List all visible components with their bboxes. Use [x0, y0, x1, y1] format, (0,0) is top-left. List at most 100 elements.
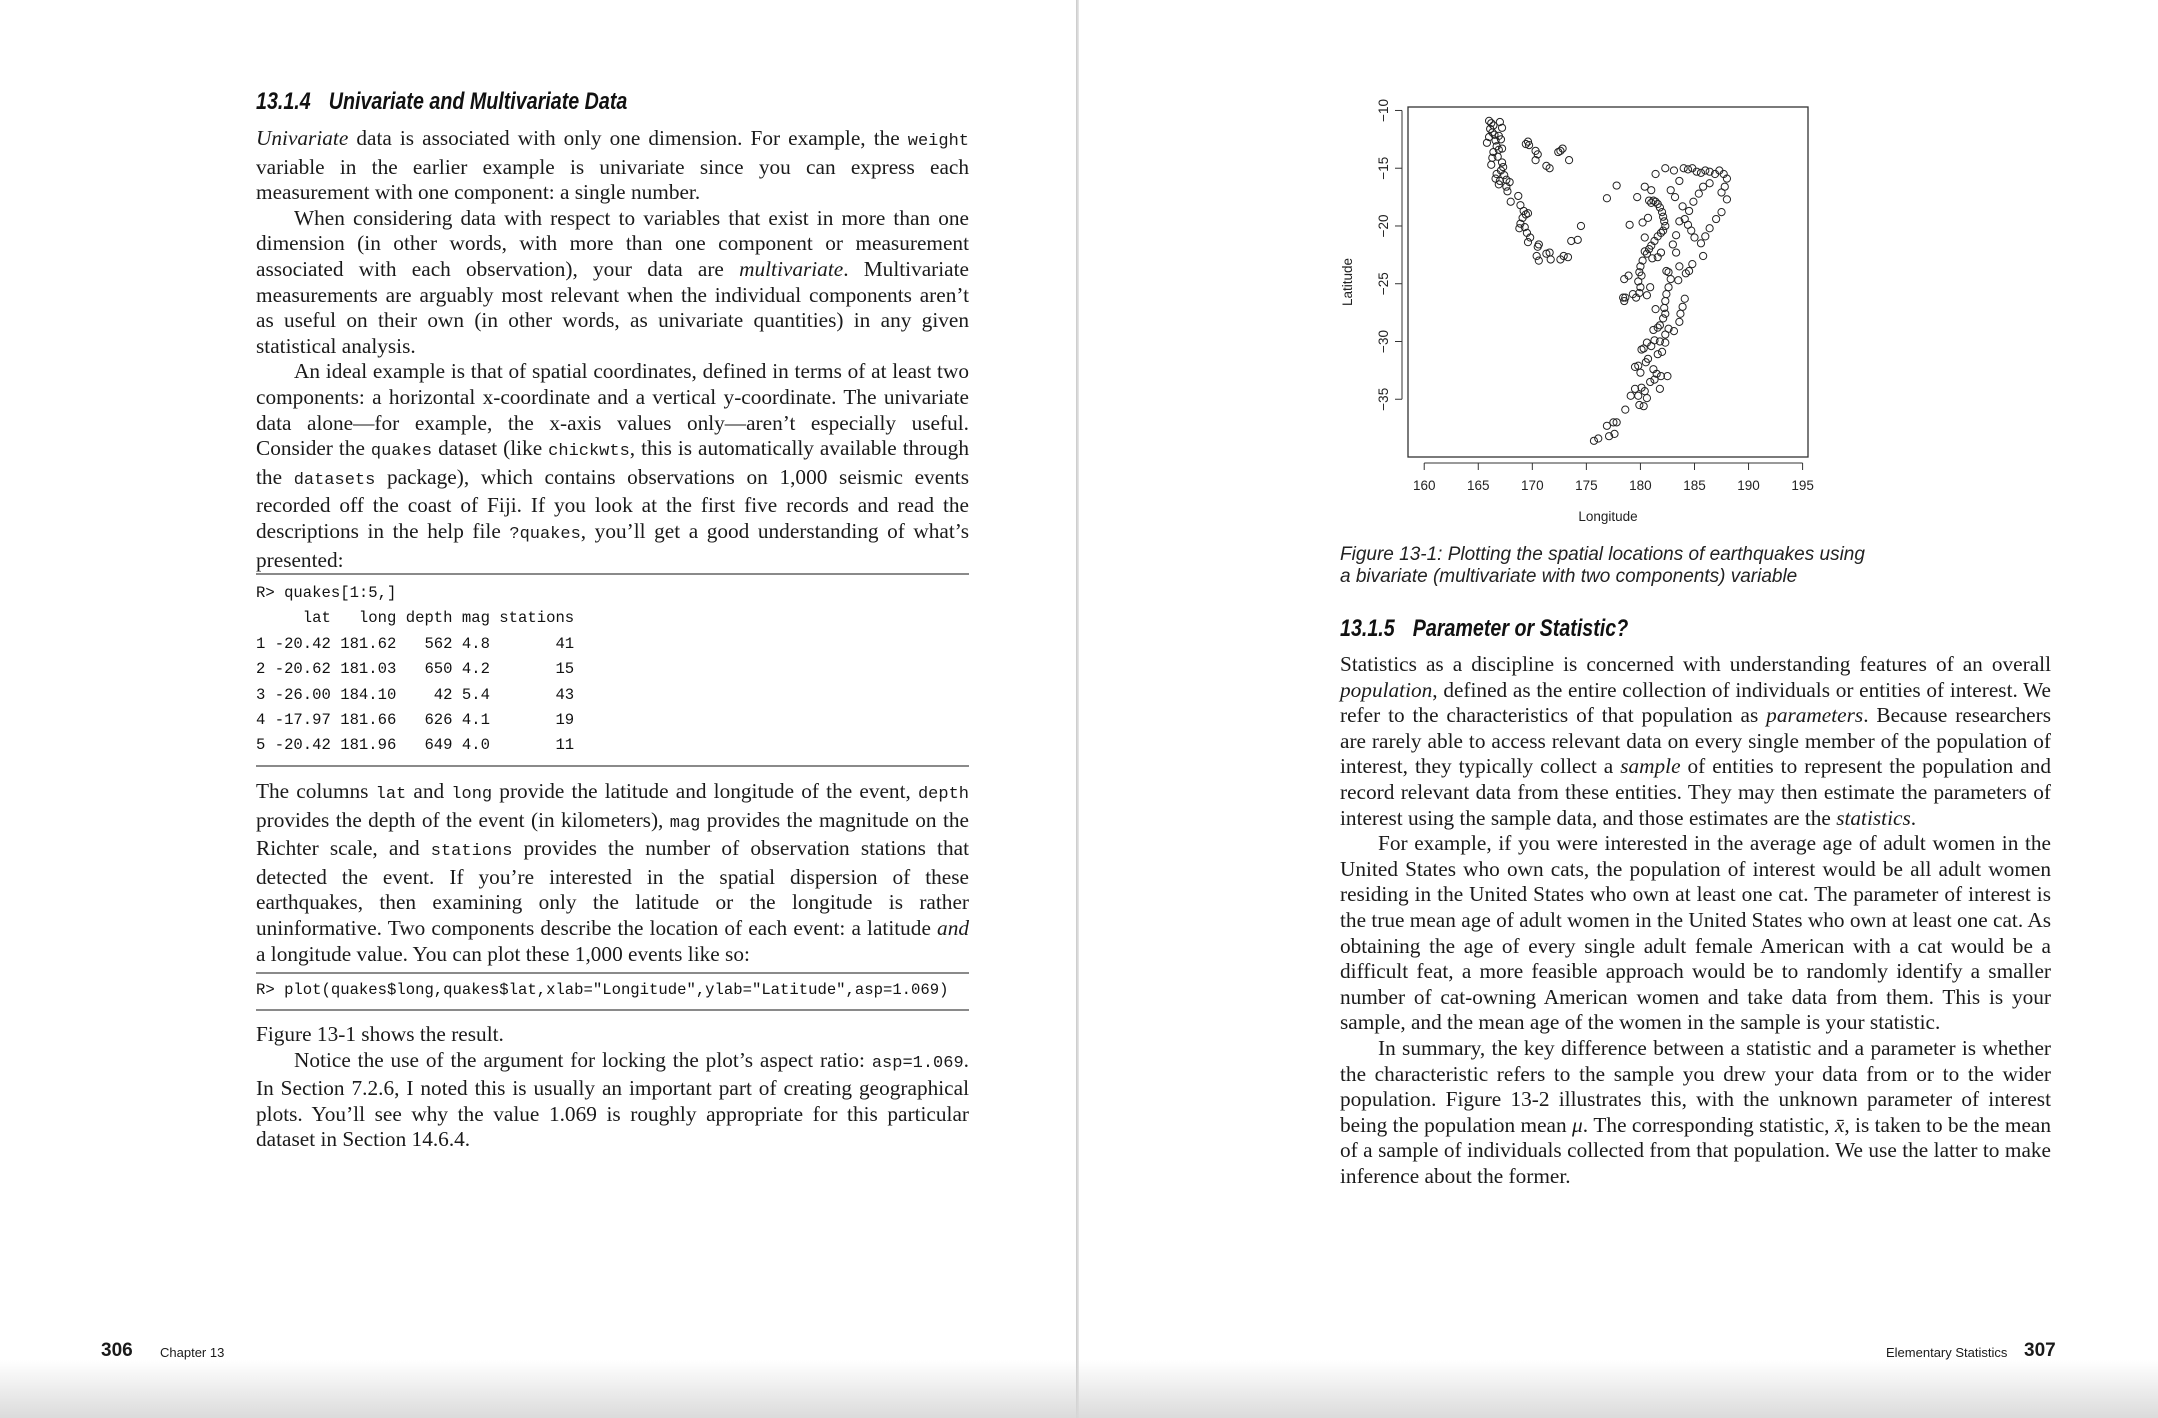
right-page — [1079, 0, 2158, 1418]
x-tick-label: 185 — [1683, 478, 1706, 493]
page-number: 306 — [101, 1340, 133, 1361]
code-line: 2 -20.62 181.03 650 4.2 15 — [256, 660, 575, 679]
data-point — [1669, 166, 1679, 175]
text-run: For example, if you were interested in t… — [1340, 831, 2051, 1035]
data-point — [1712, 214, 1721, 224]
y-tick-label: −35 — [1376, 388, 1391, 411]
code-line: 1 -20.42 181.62 562 4.8 41 — [256, 634, 575, 653]
data-point — [1634, 277, 1643, 286]
data-point — [1523, 238, 1533, 247]
data-point — [1639, 344, 1648, 353]
data-point — [1637, 383, 1646, 392]
emphasis: population — [1340, 677, 1433, 702]
data-point — [1619, 293, 1628, 302]
data-point — [1699, 182, 1708, 191]
inline-code: mag — [669, 813, 701, 833]
data-point — [1492, 169, 1501, 179]
data-point — [1642, 393, 1652, 403]
data-point — [1484, 132, 1494, 142]
data-point — [1653, 323, 1662, 332]
data-point — [1526, 233, 1535, 242]
text-run: provides the number of observation stati… — [256, 836, 969, 940]
data-point — [1609, 418, 1618, 427]
data-point — [1655, 337, 1664, 346]
emphasis: x̄ — [1834, 1112, 1845, 1137]
data-point — [1681, 269, 1690, 278]
emphasis: Univariate — [256, 126, 349, 150]
text-run: . In Section 7.2.6, I noted this is usua… — [256, 1047, 969, 1152]
text-run: An ideal example is that of spatial coor… — [256, 359, 969, 461]
data-point — [1678, 302, 1687, 311]
body-text: The columns lat and long provide the lat… — [256, 779, 969, 967]
code-rule-top — [256, 573, 969, 575]
figure-caption: Figure 13-1: Plotting the spatial locati… — [1340, 544, 1865, 588]
text-run: , is taken to be the mean of a sample of… — [1340, 1112, 2051, 1188]
data-point — [1625, 220, 1634, 229]
data-point — [1495, 176, 1504, 186]
data-point — [1664, 283, 1673, 292]
plot-frame — [1407, 106, 1809, 458]
data-point — [1524, 141, 1534, 150]
data-point — [1490, 130, 1499, 139]
data-point — [1652, 369, 1661, 378]
data-point — [1676, 309, 1685, 318]
text-run: When considering data with respect to va… — [256, 205, 969, 281]
data-point — [1573, 235, 1582, 244]
data-point — [1717, 188, 1726, 197]
text-run: Notice the use of the argument for locki… — [294, 1047, 872, 1072]
data-point — [1497, 144, 1507, 153]
data-point — [1688, 259, 1697, 269]
data-point — [1692, 167, 1701, 176]
section-number: 13.1.5 — [1340, 615, 1395, 642]
data-point — [1650, 375, 1659, 384]
code-line: R> plot(quakes$long,quakes$lat,xlab="Lon… — [256, 981, 949, 999]
data-point — [1643, 213, 1653, 222]
data-point — [1556, 146, 1565, 155]
data-point — [1684, 206, 1694, 216]
data-point — [1484, 116, 1494, 125]
emphasis: parameters — [1766, 703, 1864, 728]
code-rule-bottom — [256, 1009, 969, 1011]
data-point — [1636, 262, 1645, 271]
data-point — [1701, 166, 1710, 175]
x-tick-label: 190 — [1737, 478, 1760, 493]
data-point — [1659, 226, 1668, 235]
emphasis: multivariate — [739, 256, 844, 281]
body-text: Figure 13-1 shows the result. Notice the … — [256, 1022, 969, 1153]
left-page — [0, 0, 1077, 1418]
data-point — [1687, 226, 1696, 235]
data-point — [1604, 432, 1614, 441]
data-point — [1722, 174, 1732, 183]
y-tick-label: −10 — [1376, 99, 1391, 122]
page-number: 307 — [2024, 1340, 2056, 1361]
data-point — [1642, 291, 1652, 300]
caption-line: a bivariate (multivariate with two compo… — [1340, 566, 1798, 587]
data-point — [1683, 165, 1693, 174]
data-point — [1610, 429, 1619, 438]
text-run: variable in the earlier example is univa… — [256, 154, 969, 205]
data-point — [1612, 418, 1621, 427]
data-point — [1689, 197, 1698, 206]
inline-code: stations — [430, 842, 513, 862]
data-point — [1602, 421, 1612, 430]
data-point — [1722, 195, 1732, 204]
data-point — [1679, 164, 1688, 173]
paragraph: For example, if you were interested in t… — [1340, 831, 2051, 1036]
data-point — [1602, 194, 1612, 203]
text-run: a longitude value. You can plot these 1,… — [256, 941, 750, 966]
data-point — [1520, 223, 1529, 232]
data-point — [1647, 198, 1656, 207]
code-rule-bottom — [256, 765, 969, 767]
data-point — [1628, 290, 1637, 299]
data-point — [1696, 168, 1706, 177]
y-axis-label: Latitude — [1340, 258, 1355, 306]
data-point — [1493, 152, 1502, 161]
data-point — [1545, 164, 1554, 173]
data-point — [1696, 239, 1706, 248]
data-point — [1640, 247, 1649, 256]
text-run: data is associated with only one dimensi… — [348, 126, 908, 150]
data-point — [1666, 275, 1675, 284]
data-point — [1502, 182, 1511, 191]
data-point — [1666, 186, 1675, 195]
data-point — [1500, 171, 1509, 180]
